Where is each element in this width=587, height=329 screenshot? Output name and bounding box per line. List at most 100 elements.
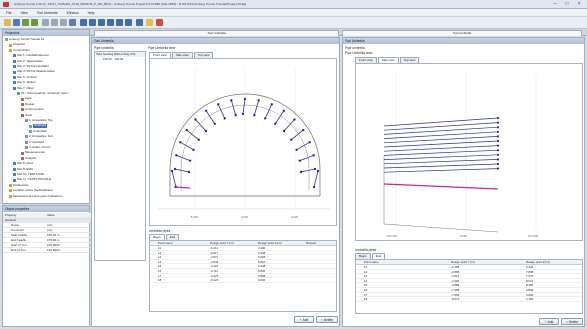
add-button[interactable]: + Add [294, 316, 314, 323]
highlight-icon[interactable] [136, 19, 143, 26]
grid-icon[interactable] [107, 19, 114, 26]
maximize-icon[interactable]: □ [565, 1, 569, 7]
table-row[interactable]: 13 -4.971 6.094 [150, 255, 336, 260]
tree-item[interactable]: Tools [21, 113, 32, 118]
open-icon[interactable] [4, 19, 11, 26]
tab-end[interactable]: End [371, 253, 386, 259]
copy-icon[interactable] [51, 19, 58, 26]
tab-side-view[interactable]: Side view [377, 57, 399, 63]
property-row[interactable]: End headin... 155.00 m [3, 238, 91, 243]
column-header[interactable]: Design point Y [m] [451, 260, 475, 264]
zoom-icon[interactable] [80, 19, 87, 26]
redo-icon[interactable] [31, 19, 38, 26]
tab-front-view[interactable]: Front view [355, 57, 377, 63]
property-row[interactable]: Start headin... 155.00 m [3, 233, 91, 238]
minimize-icon[interactable]: – [553, 1, 557, 7]
delete-button[interactable]: × Delete [316, 316, 338, 323]
layers-icon[interactable] [116, 19, 123, 26]
table-row[interactable]: 11 -2.195 6.446 [356, 265, 582, 270]
help-icon[interactable] [156, 19, 163, 26]
property-row[interactable]: End of Tun... 125.0000 [3, 248, 91, 253]
undo-icon[interactable] [22, 19, 29, 26]
select-icon[interactable] [146, 19, 153, 26]
tab-begin[interactable]: Begin [355, 253, 371, 259]
table-row[interactable]: 14 -4.543 6.297 [150, 260, 336, 265]
column-header[interactable]: Design point Z [m] [526, 260, 550, 264]
table-row[interactable]: 15 -4.118 6.448 [150, 264, 336, 269]
table-row[interactable]: 12 -5.617 5.468 [150, 251, 336, 256]
measure-icon[interactable] [98, 19, 105, 26]
menu-file[interactable]: File [6, 10, 12, 15]
cut-icon[interactable] [42, 19, 49, 26]
menu-view[interactable]: View [20, 10, 28, 15]
table-row[interactable]: 17 -3.375 6.886 [150, 274, 336, 279]
tree-item[interactable]: Site 11: TESTS PROFILE [13, 178, 51, 182]
tree-item[interactable]: Measurement point types (Gebiet/tun... [9, 194, 65, 199]
tree-item[interactable]: Amberg Tunnel Tutorial 10 [5, 37, 44, 42]
menu-tool-umbrella[interactable]: Tool Umbrella [36, 10, 58, 15]
tab-end[interactable]: End [165, 234, 180, 240]
side-view-canvas[interactable]: -100.000 0.000 100.000 [355, 63, 583, 241]
table-row[interactable]: 18 -8.672 2.184 [356, 297, 582, 302]
tree-item[interactable]: Umbrella2 [29, 129, 47, 134]
property-row[interactable]: Comment (nn) [3, 228, 91, 233]
property-row[interactable]: Name (nn) [3, 223, 91, 228]
tree-item[interactable]: Control points [21, 108, 44, 112]
column-header[interactable]: Design point Z [m] [258, 241, 282, 245]
pan-icon[interactable] [89, 19, 96, 26]
close-icon[interactable]: × [577, 1, 581, 7]
heading-list-item[interactable]: 155.00 - 125.00 [103, 57, 124, 61]
properties-group[interactable]: General [3, 218, 91, 223]
tab-tool-umbrella-1[interactable]: Tool Umbrella [94, 30, 339, 36]
tree-item[interactable]: Structure [9, 43, 25, 47]
tree-item[interactable]: Site 1: Landfahrtstunnel [13, 54, 49, 58]
tree-item[interactable]: 29 - Tube heading / Ausbruch (stat.) [17, 91, 69, 96]
table-row[interactable]: 11 -6.211 4.490 [150, 246, 336, 251]
table-row[interactable]: 17 -7.856 3.000 [356, 293, 582, 298]
tree-item[interactable]: Site 7: Other [13, 86, 34, 91]
menu-help[interactable]: Help [87, 10, 95, 15]
table-row[interactable]: 16 -3.711 6.806 [150, 269, 336, 274]
table-row[interactable]: 12 -2.885 7.808 [356, 270, 582, 275]
column-header[interactable]: Design point Y [m] [210, 241, 234, 245]
tree-item[interactable]: Construction [9, 48, 30, 53]
paste-icon[interactable] [60, 19, 67, 26]
tab-front-view[interactable]: Front view [149, 52, 171, 58]
tab-top-view[interactable]: Top view [193, 52, 214, 58]
delete-button[interactable]: × Delete [561, 318, 583, 325]
tree-item[interactable]: Measurements [21, 151, 45, 155]
tree-item[interactable]: Site 10: TESTS A08 [13, 172, 44, 177]
add-button[interactable]: + Add [539, 318, 559, 325]
menu-window[interactable]: Window [66, 10, 79, 15]
tree-item[interactable]: Site 5: Vortrieb [13, 75, 37, 80]
tree-item[interactable]: 2: Excavation Full [25, 135, 53, 139]
tree-item[interactable]: Site 9: EMA [13, 167, 33, 172]
table-row[interactable]: 18 -6.121 0.000 [150, 278, 336, 283]
column-header[interactable]: Point name [364, 260, 379, 264]
tree-item[interactable]: Face [21, 97, 32, 101]
tree-item[interactable]: Site 3: SST12 Landfahrt [13, 64, 49, 69]
tree-item[interactable]: Gridsession [9, 183, 29, 188]
tab-tool-umbrella-2[interactable]: Tool Umbrella [342, 30, 582, 36]
print-icon[interactable] [69, 19, 76, 26]
column-header[interactable]: Remark [306, 241, 317, 245]
table-row[interactable]: 15 -4.886 8.460 [356, 283, 582, 288]
table-row[interactable]: 16 -7.089 3.800 [356, 288, 582, 293]
tree-item[interactable]: 4: Anker / Kreuz [25, 145, 50, 150]
tree-item[interactable]: Site 6: Station [13, 81, 36, 85]
table-row[interactable]: 14 -4.363 8.072 [356, 279, 582, 284]
tree-item[interactable]: Site 4: SST12 Wasserstollen [13, 70, 55, 74]
front-view-canvas[interactable]: -5.000 0.000 5.000 [149, 58, 337, 226]
tree-item[interactable]: 3: Gleisfeld [25, 140, 44, 145]
tab-top-view[interactable]: Top view [399, 57, 420, 63]
column-header[interactable]: Point name [158, 241, 173, 245]
tree-item[interactable]: 1: Excavation Top [25, 118, 53, 123]
tree-item[interactable]: Location codes (Gebietskreis) [9, 189, 53, 193]
settings-icon[interactable] [125, 19, 132, 26]
tree-item[interactable]: Site 2: Tagesstollen [13, 59, 43, 64]
tree-item[interactable]: Analysis [21, 156, 36, 161]
property-row[interactable]: Start of Tun... 125.0000 [3, 243, 91, 248]
tree-item[interactable]: Design [21, 102, 34, 107]
tree-item[interactable]: Umbrella [29, 124, 48, 128]
table-row[interactable]: 13 -3.612 7.075 [356, 274, 582, 279]
